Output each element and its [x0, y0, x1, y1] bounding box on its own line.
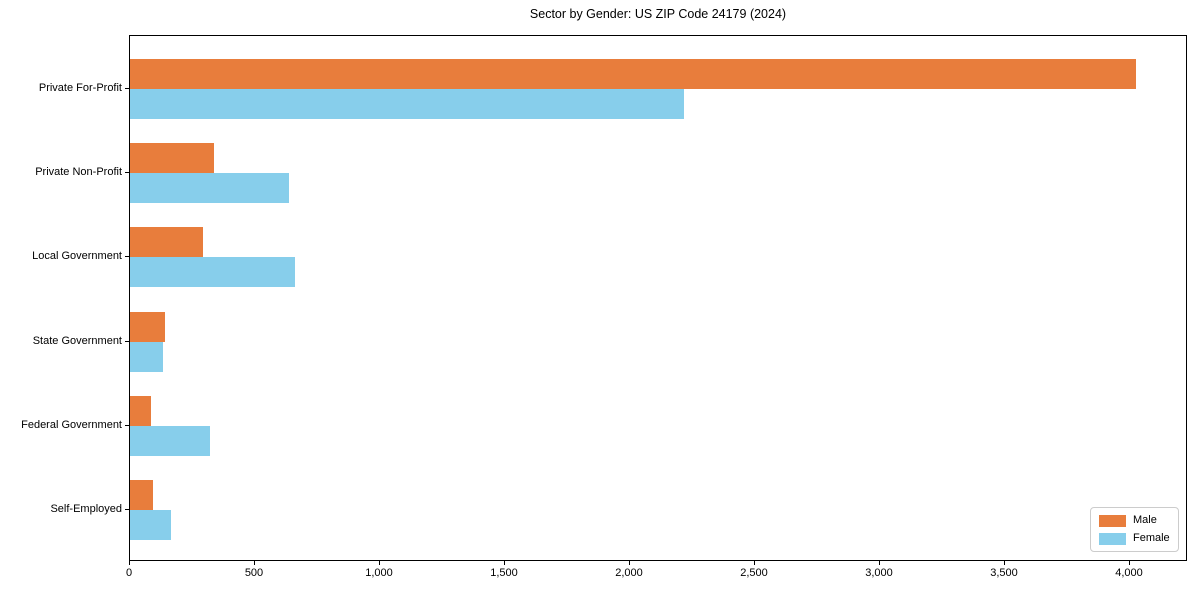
x-tick-label: 2,000 [615, 567, 643, 579]
x-tick-label: 500 [244, 567, 264, 579]
x-tick-label: 4,000 [1115, 567, 1143, 579]
x-tick-mark [1129, 561, 1130, 565]
y-tick-mark [125, 256, 129, 258]
x-tick-mark [879, 561, 880, 565]
x-tick-mark [504, 561, 505, 565]
legend-entry-female: Female [1099, 532, 1170, 545]
x-tick-mark [129, 561, 130, 565]
bar-female-state-government [130, 341, 163, 372]
y-tick-label: Local Government [32, 250, 122, 263]
y-tick-label: Federal Government [21, 418, 122, 431]
y-tick-mark [125, 88, 129, 89]
x-tick-mark [254, 561, 255, 565]
legend-entry-male: Male [1099, 514, 1170, 527]
bar-female-private-non-profit [130, 173, 289, 204]
bar-female-self-employed [130, 510, 171, 540]
y-tick-mark [125, 340, 129, 342]
x-tick-label: 3,500 [990, 567, 1018, 579]
legend-swatch-male [1099, 514, 1126, 527]
bar-male-state-government [130, 311, 165, 342]
bar-female-federal-government [130, 425, 210, 456]
x-tick-label: 1,500 [490, 567, 518, 579]
chart-title: Sector by Gender: US ZIP Code 24179 (202… [529, 7, 787, 21]
y-tick-label: Private For-Profit [38, 82, 122, 94]
x-tick-mark [754, 561, 755, 565]
bar-male-self-employed [130, 480, 153, 510]
legend-label-female: Female [1133, 532, 1170, 544]
bar-female-private-for-profit [130, 89, 684, 119]
x-tick-mark [629, 561, 630, 565]
y-tick-label: State Government [32, 334, 122, 347]
x-tick-label: 0 [125, 567, 133, 579]
x-tick-label: 2,500 [740, 567, 768, 579]
x-tick-label: 1,000 [365, 567, 393, 579]
legend: Male Female [1090, 507, 1179, 552]
legend-swatch-female [1099, 532, 1126, 545]
x-tick-mark [1004, 561, 1005, 565]
y-tick-label: Self-Employed [50, 503, 122, 515]
plot-area [129, 35, 1187, 561]
bar-male-private-for-profit [130, 59, 1136, 89]
legend-label-male: Male [1133, 514, 1157, 526]
x-tick-label: 3,000 [865, 567, 893, 579]
bar-male-federal-government [130, 395, 151, 426]
y-tick-mark [125, 509, 129, 510]
x-tick-mark [379, 561, 380, 565]
y-tick-mark [125, 424, 129, 426]
bar-female-local-government [130, 257, 295, 288]
bar-male-private-non-profit [130, 143, 214, 174]
y-tick-label: Private Non-Profit [35, 166, 122, 179]
bar-male-local-government [130, 227, 203, 258]
y-tick-mark [125, 172, 129, 174]
